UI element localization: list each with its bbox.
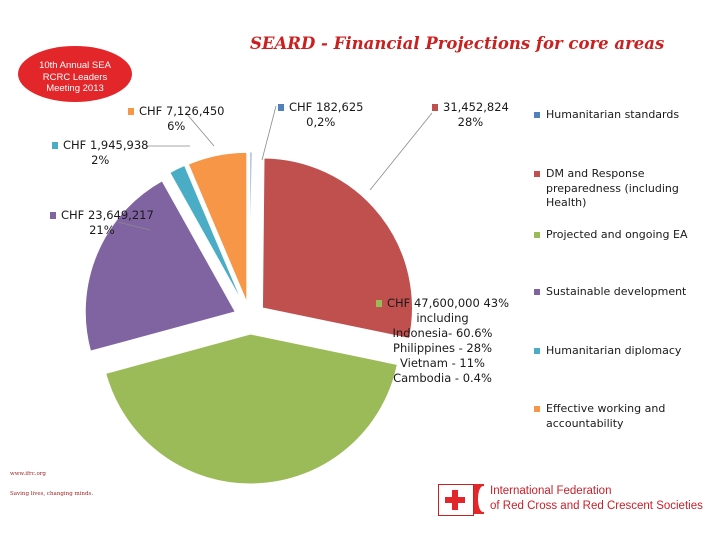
label-marker [376,300,382,307]
chart-title: SEARD - Financial Projections for core a… [250,34,665,53]
label-value: CHF 1,945,938 [63,138,149,152]
slice-projected-ea [105,333,398,485]
label-marker [278,104,284,111]
ifrc-name: International Federation of Red Cross an… [490,484,710,514]
legend-item-humanitarian-diplomacy: Humanitarian diplomacy [534,344,714,359]
legend-label: Humanitarian standards [546,108,680,121]
label-line: Indonesia- 60.6% [392,326,493,340]
badge-line-1: 10th Annual SEA [39,60,111,71]
event-badge [18,46,132,102]
footer-url[interactable]: www.ifrc.org [10,471,46,477]
legend-item-effective-working: Effective working and accountability [534,402,714,431]
label-value: CHF 7,126,450 [139,104,225,118]
label-marker [52,142,58,149]
label-dm-response: 31,452,824 28% [432,100,509,130]
legend-swatch [534,232,540,238]
event-badge-text: 10th Annual SEA RCRC Leaders Meeting 201… [18,60,132,95]
label-line: Philippines - 28% [393,341,492,355]
legend-label: Effective working and accountability [546,402,666,430]
leader-dm-response [369,112,433,191]
badge-line-2: RCRC Leaders [42,71,108,83]
ifrc-logo: International Federation of Red Cross an… [438,484,706,518]
slice-dm-response [261,157,413,340]
label-humanitarian-diplomacy: CHF 1,945,938 2% [52,138,148,168]
red-cross-icon [438,484,474,516]
label-percent: 6% [167,119,186,133]
label-line: Vietnam - 11% [400,356,485,370]
legend-item-projected-ea: Projected and ongoing EA [534,228,714,243]
ifrc-name-line-1: International Federation [490,485,612,497]
legend-item-dm-response: DM and Response preparedness (including … [534,167,714,211]
legend-swatch [534,112,540,118]
leader-effective-working [185,112,215,147]
label-value: CHF 23,649,217 [61,208,154,222]
label-humanitarian-standards: CHF 182,625 0,2% [278,100,364,130]
legend-swatch [534,406,540,412]
legend-item-sustainable-development: Sustainable development [534,285,714,300]
label-percent: 0,2% [306,115,336,129]
legend-label: Humanitarian diplomacy [546,344,682,357]
label-effective-working: CHF 7,126,450 6% [128,104,224,134]
footer-tagline: Saving lives, changing minds. [10,491,94,497]
label-marker [432,104,438,111]
label-value: 31,452,824 [443,100,509,114]
slice-humanitarian-diplomacy [169,164,244,304]
badge-line-3: Meeting 2013 [46,83,104,94]
slice-effective-working [187,151,248,303]
label-value: CHF 47,600,000 43% [387,296,510,310]
legend-label: DM and Response preparedness (including … [546,167,679,209]
label-percent: 2% [91,153,110,167]
legend-item-humanitarian-standards: Humanitarian standards [534,108,714,123]
legend-label: Projected and ongoing EA [546,228,688,241]
legend-swatch [534,171,540,177]
label-sustainable-development: CHF 23,649,217 21% [50,208,154,238]
ifrc-name-line-2: of Red Cross and Red Crescent Societies [490,500,703,512]
leader-humanitarian-standards [261,105,277,161]
legend-swatch [534,289,540,295]
label-percent: 28% [457,115,484,129]
label-marker [128,108,134,115]
legend-swatch [534,348,540,354]
label-projected-ea: CHF 47,600,000 43% including Indonesia- … [376,296,509,386]
label-marker [50,212,56,219]
label-value: CHF 182,625 [289,100,364,114]
footer-left: www.ifrc.org Saving lives, changing mind… [10,468,140,500]
label-line: Cambodia - 0.4% [393,371,492,385]
leader-sustainable-development [117,221,151,231]
legend-label: Sustainable development [546,285,687,298]
label-line: including [416,311,469,325]
label-percent: 21% [89,223,115,237]
slice-humanitarian-standards [249,151,253,303]
